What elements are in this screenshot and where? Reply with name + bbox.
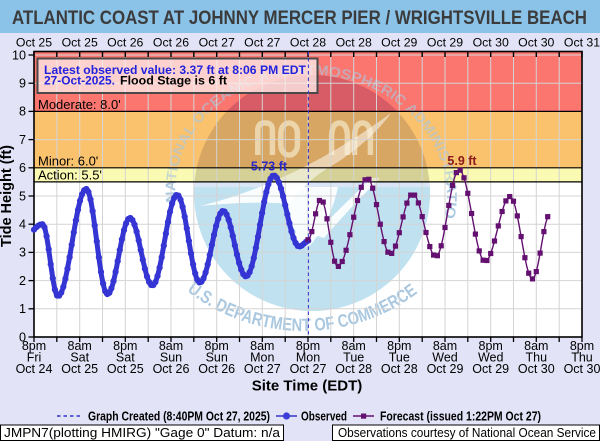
svg-text:5: 5 xyxy=(19,189,26,203)
svg-text:7: 7 xyxy=(19,133,26,147)
svg-text:8am: 8am xyxy=(159,339,183,353)
svg-text:3: 3 xyxy=(19,246,26,260)
svg-text:Wed: Wed xyxy=(478,351,504,365)
svg-text:Oct 28: Oct 28 xyxy=(335,362,372,376)
svg-text:Oct 29: Oct 29 xyxy=(427,36,463,50)
svg-text:Oct 27: Oct 27 xyxy=(244,36,280,50)
svg-text:Observations courtesy of Natio: Observations courtesy of National Ocean … xyxy=(338,425,596,440)
svg-text:5.73 ft: 5.73 ft xyxy=(251,160,288,174)
svg-text:Observed: Observed xyxy=(301,410,347,424)
svg-text:JMPN7(plotting HMIRG) "Gage 0": JMPN7(plotting HMIRG) "Gage 0" Datum: n/… xyxy=(4,425,281,440)
svg-text:1: 1 xyxy=(19,302,26,316)
svg-text:27-Oct-2025.Flood Stage is 6 f: 27-Oct-2025. Flood Stage is 6 ft xyxy=(44,74,227,88)
svg-text:Forecast (issued 1:22PM Oct 27: Forecast (issued 1:22PM Oct 27) xyxy=(380,410,541,424)
svg-text:Moderate: 8.0': Moderate: 8.0' xyxy=(38,97,121,112)
svg-text:Mon: Mon xyxy=(250,351,274,365)
svg-text:Oct 26: Oct 26 xyxy=(107,36,143,50)
svg-text:Oct 25: Oct 25 xyxy=(16,36,52,50)
svg-text:8pm: 8pm xyxy=(22,339,46,353)
svg-text:8pm: 8pm xyxy=(387,339,411,353)
svg-text:Mon: Mon xyxy=(296,351,320,365)
svg-text:8pm: 8pm xyxy=(570,339,594,353)
svg-text:Oct 25: Oct 25 xyxy=(107,362,144,376)
svg-text:Action: 5.5': Action: 5.5' xyxy=(38,167,102,182)
svg-text:10: 10 xyxy=(12,48,26,62)
svg-text:Oct 27: Oct 27 xyxy=(290,362,327,376)
svg-text:Oct 26: Oct 26 xyxy=(153,36,189,50)
svg-text:Sun: Sun xyxy=(160,351,182,365)
svg-text:Sun: Sun xyxy=(206,351,228,365)
svg-text:Oct 26: Oct 26 xyxy=(198,362,235,376)
svg-text:Oct 28: Oct 28 xyxy=(336,36,372,50)
svg-text:8am: 8am xyxy=(342,339,366,353)
svg-text:0: 0 xyxy=(19,330,26,344)
svg-text:8pm: 8pm xyxy=(113,339,137,353)
svg-text:4: 4 xyxy=(19,218,26,232)
svg-text:6: 6 xyxy=(19,161,26,175)
svg-text:Thu: Thu xyxy=(526,351,548,365)
svg-text:Oct 27: Oct 27 xyxy=(244,362,281,376)
svg-text:5.9 ft: 5.9 ft xyxy=(447,154,477,168)
svg-text:8pm: 8pm xyxy=(479,339,503,353)
svg-text:9: 9 xyxy=(19,77,26,91)
svg-text:ATLANTIC COAST AT JOHNNY MERCE: ATLANTIC COAST AT JOHNNY MERCER PIER / W… xyxy=(12,8,587,29)
svg-text:Sat: Sat xyxy=(116,351,135,365)
svg-text:Thu: Thu xyxy=(571,351,593,365)
svg-text:Latest observed value: 3.37 ft: Latest observed value: 3.37 ft at 8:06 P… xyxy=(44,63,307,77)
svg-text:Oct 29: Oct 29 xyxy=(381,36,417,50)
svg-text:Oct 28: Oct 28 xyxy=(290,36,326,50)
svg-text:Minor: 6.0': Minor: 6.0' xyxy=(38,153,98,168)
svg-text:Graph Created (8:40PM Oct 27,: Graph Created (8:40PM Oct 27, 2025) xyxy=(88,410,270,424)
svg-text:8: 8 xyxy=(19,105,26,119)
svg-text:8am: 8am xyxy=(68,339,92,353)
svg-text:Oct 26: Oct 26 xyxy=(153,362,190,376)
svg-text:Oct 28: Oct 28 xyxy=(381,362,418,376)
svg-text:Site Time (EDT): Site Time (EDT) xyxy=(252,378,363,395)
svg-text:8am: 8am xyxy=(250,339,274,353)
svg-text:Oct 30: Oct 30 xyxy=(564,362,600,376)
svg-text:2: 2 xyxy=(19,274,26,288)
svg-text:Tue: Tue xyxy=(343,351,364,365)
svg-text:Oct 30: Oct 30 xyxy=(518,362,555,376)
svg-text:Oct 25: Oct 25 xyxy=(62,36,98,50)
svg-text:Fri: Fri xyxy=(27,351,42,365)
svg-text:8am: 8am xyxy=(524,339,548,353)
svg-text:Wed: Wed xyxy=(432,351,458,365)
svg-text:Oct 30: Oct 30 xyxy=(518,36,554,50)
svg-text:Oct 30: Oct 30 xyxy=(473,36,509,50)
svg-text:Oct 25: Oct 25 xyxy=(61,362,98,376)
svg-text:Tue: Tue xyxy=(389,351,410,365)
svg-text:Oct 29: Oct 29 xyxy=(427,362,464,376)
svg-text:8pm: 8pm xyxy=(296,339,320,353)
svg-text:Tide Height (ft): Tide Height (ft) xyxy=(0,145,15,247)
svg-text:Oct 27: Oct 27 xyxy=(199,36,235,50)
svg-text:Sat: Sat xyxy=(70,351,89,365)
svg-text:Oct 29: Oct 29 xyxy=(472,362,509,376)
svg-text:Oct 24: Oct 24 xyxy=(16,362,53,376)
svg-text:8am: 8am xyxy=(433,339,457,353)
svg-text:8pm: 8pm xyxy=(205,339,229,353)
svg-text:Oct 31: Oct 31 xyxy=(564,36,600,50)
